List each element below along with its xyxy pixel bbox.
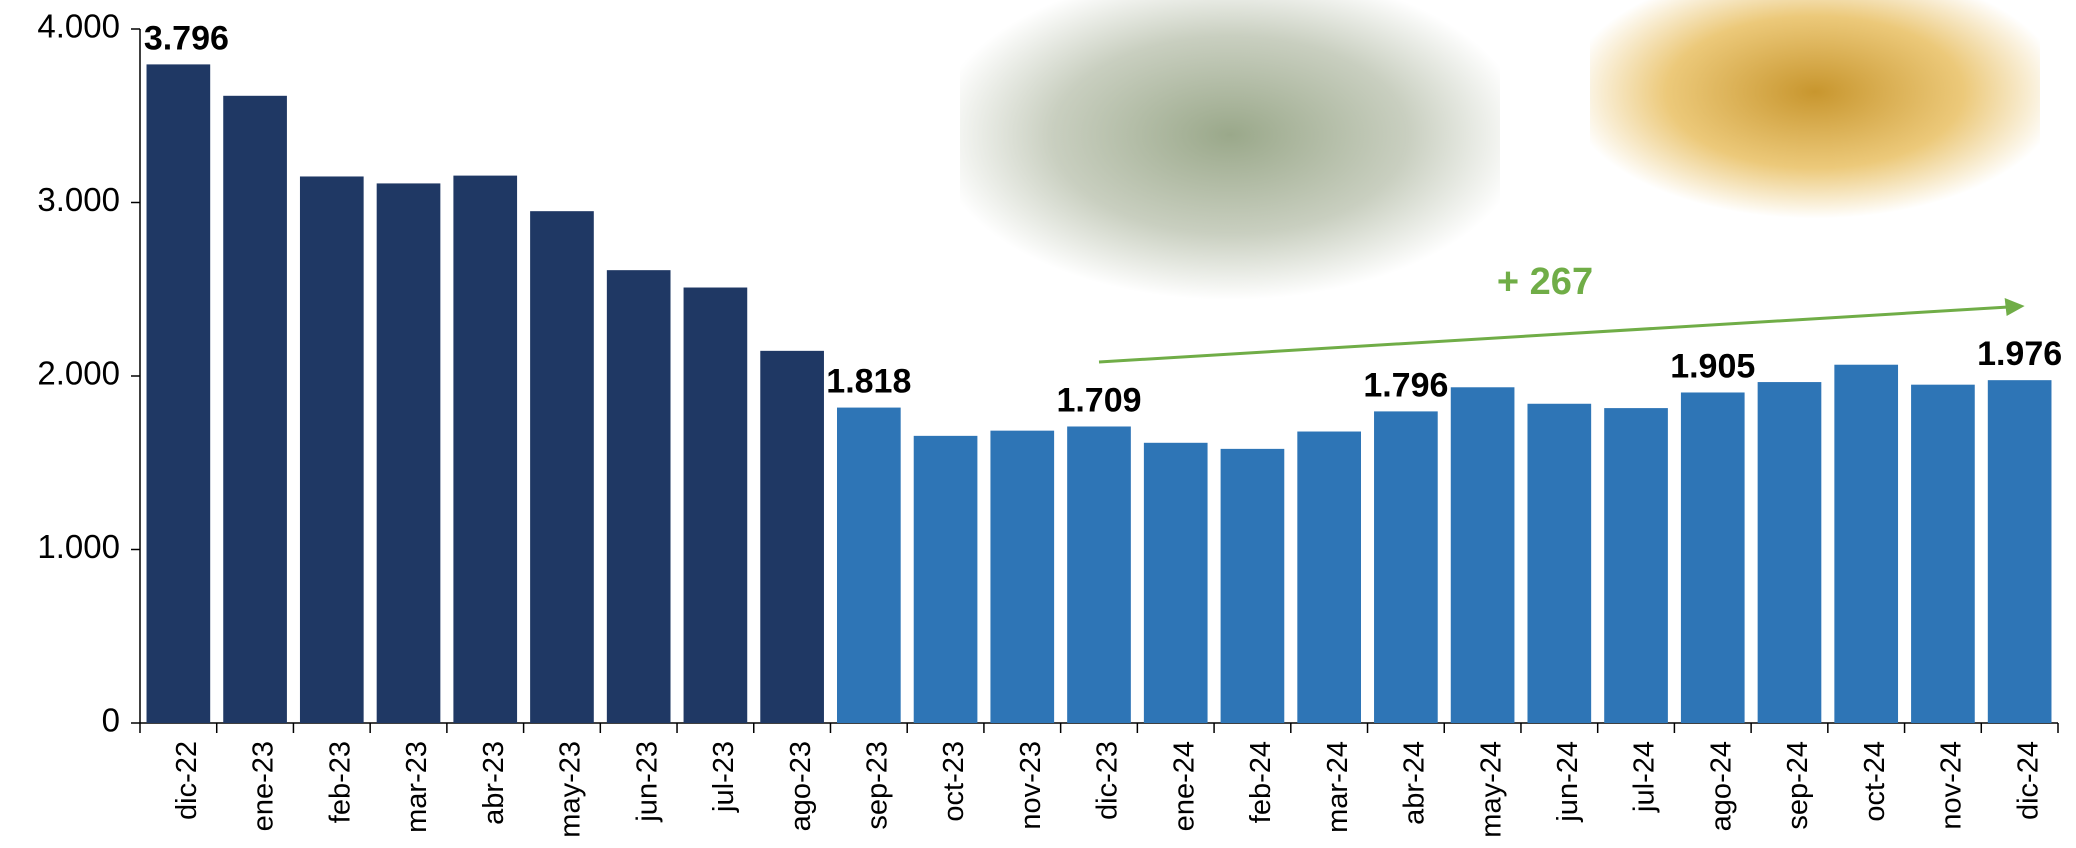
bar [453,176,517,723]
x-tick-label: nov-23 [1015,741,1047,830]
bar [990,431,1054,723]
bar [1988,380,2052,723]
bar [760,351,824,723]
x-tick-label: abr-24 [1399,741,1431,825]
y-tick-label: 0 [102,702,120,739]
bar [530,211,594,723]
x-tick-label: feb-24 [1245,741,1277,823]
money-photo [960,0,1500,300]
bar [377,183,441,723]
bar [1297,432,1361,723]
value-label: 1.709 [1056,381,1141,419]
x-tick-label: dic-22 [171,741,203,820]
y-tick-label: 2.000 [37,355,120,392]
x-tick-label: ene-23 [248,741,280,831]
bar [684,288,748,723]
bar [914,436,978,723]
bar [1681,392,1745,723]
x-tick-label: dic-23 [1092,741,1124,820]
value-label: 1.796 [1363,366,1448,404]
x-tick-label: may-23 [555,741,587,838]
bar [1527,404,1591,723]
bar [1834,365,1898,723]
bar [1451,387,1515,723]
x-tick-label: feb-23 [324,741,356,823]
value-label: 1.976 [1977,335,2062,373]
x-tick-label: oct-23 [938,741,970,822]
x-tick-label: mar-23 [401,741,433,833]
x-tick-label: jul-24 [1629,741,1661,813]
bar [1144,443,1208,723]
gold-photo [1590,0,2040,230]
bar [1911,385,1975,723]
bar [607,270,671,723]
y-tick-label: 1.000 [37,528,120,565]
x-tick-label: sep-24 [1782,741,1814,830]
x-tick-label: ene-24 [1168,741,1200,831]
value-label: 3.796 [144,19,229,57]
x-tick-label: dic-24 [2012,741,2044,820]
bar [837,408,901,723]
bar [1221,449,1285,723]
trend-arrowhead [2005,298,2025,316]
bar [300,176,364,723]
annotation: + 267 [1497,261,1593,303]
trend-arrow [1099,307,2009,362]
x-tick-label: mar-24 [1322,741,1354,833]
value-label: 1.905 [1670,347,1755,385]
y-tick-label: 4.000 [37,8,120,45]
bar [1758,382,1822,723]
x-tick-label: may-24 [1475,741,1507,838]
x-tick-label: jun-23 [631,741,663,823]
x-tick-label: jul-23 [708,741,740,813]
bar [223,96,287,723]
bar [147,64,211,723]
x-tick-label: sep-23 [861,741,893,830]
chart: 0 1.000 2.000 3.000 4.000 dic-22 3.796 ene-23 fe… [0,0,2076,848]
x-tick-label: oct-24 [1859,741,1891,822]
bar [1374,411,1438,723]
bar [1067,426,1131,723]
x-tick-label: ago-24 [1705,741,1737,831]
x-tick-label: jun-24 [1552,741,1584,823]
y-tick-label: 3.000 [37,181,120,218]
x-tick-label: abr-23 [478,741,510,825]
bar [1604,408,1668,723]
x-tick-label: ago-23 [785,741,817,831]
x-tick-label: nov-24 [1936,741,1968,830]
value-label: 1.818 [826,363,911,401]
